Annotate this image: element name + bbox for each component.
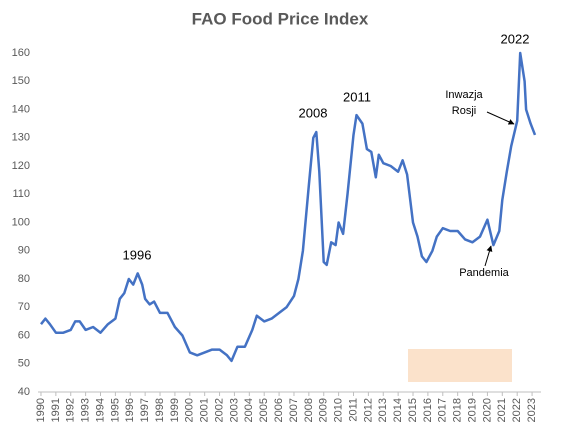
x-tick-label: 2012: [362, 398, 374, 422]
x-tick-label: 1997: [139, 398, 151, 422]
y-tick-label: 110: [12, 188, 30, 200]
x-tick-label: 1995: [109, 398, 121, 422]
x-tick-label: 1996: [124, 398, 136, 422]
annotation: Inwazja: [445, 89, 483, 101]
y-tick-label: 150: [12, 75, 30, 87]
x-tick-label: 2015: [407, 398, 419, 422]
annotation: Rosji: [452, 105, 476, 117]
x-tick-label: 1990: [35, 398, 47, 422]
x-tick-label: 2016: [422, 398, 434, 422]
y-tick-label: 80: [18, 273, 30, 285]
annotation: 2011: [343, 89, 371, 104]
x-tick-label: 1994: [94, 398, 106, 422]
x-tick-label: 1999: [169, 398, 181, 422]
x-tick-label: 2001: [199, 398, 211, 422]
arrow: [486, 111, 515, 125]
x-tick-label: 1998: [154, 398, 166, 422]
x-tick-label: 2000: [184, 398, 196, 422]
x-tick-label: 2009: [318, 398, 330, 422]
x-tick-label: 2023: [526, 398, 538, 422]
x-tick-label: 2017: [437, 398, 449, 422]
arrow: [484, 245, 493, 267]
line: [40, 51, 537, 363]
x-tick-label: 2018: [452, 398, 464, 422]
x-tick-label: 2022: [511, 398, 523, 422]
x-tick-label: 2003: [228, 398, 240, 422]
x-tick-label: 2013: [377, 398, 389, 422]
chart-title: FAO Food Price Index: [192, 9, 369, 28]
x-tick-label: 2019: [466, 398, 478, 422]
annotation: Pandemia: [459, 267, 509, 279]
y-tick-label: 60: [18, 329, 30, 341]
annotation: 1996: [123, 247, 152, 262]
x-tick-label: 2004: [243, 398, 255, 422]
x-tick-label: 2002: [213, 398, 225, 422]
x-tick-label: 1993: [80, 398, 92, 422]
x-tick-label: 2021: [496, 398, 508, 422]
x-tick-label: 1992: [65, 398, 77, 422]
y-tick-label: 130: [12, 132, 30, 144]
x-tick-label: 1991: [50, 398, 62, 422]
x-tick-label: 2006: [273, 398, 285, 422]
logo-box: [408, 349, 512, 382]
x-tick-label: 2007: [288, 398, 300, 422]
y-tick-label: 120: [12, 160, 30, 172]
x-tick-label: 2008: [303, 398, 315, 422]
annotation: 2008: [299, 105, 328, 120]
x-tick-label: 2014: [392, 398, 404, 422]
y-tick-label: 40: [18, 386, 30, 398]
x-tick-label: 2020: [481, 398, 493, 422]
y-tick-label: 100: [12, 216, 30, 228]
y-tick-label: 50: [18, 358, 30, 370]
x-tick-label: 2005: [258, 398, 270, 422]
y-tick-label: 140: [12, 103, 30, 115]
x-tick-label: 2011: [347, 398, 359, 422]
y-tick-label: 90: [18, 245, 30, 257]
x-tick-label: 2010: [333, 398, 345, 422]
y-tick-label: 70: [18, 301, 30, 313]
y-tick-label: 160: [12, 47, 30, 59]
annotation: 2022: [501, 31, 530, 46]
